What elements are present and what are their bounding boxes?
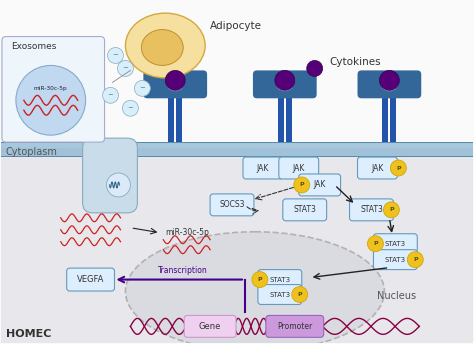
FancyBboxPatch shape <box>210 194 254 216</box>
Text: P: P <box>413 257 418 262</box>
Text: STAT3: STAT3 <box>293 205 316 214</box>
Ellipse shape <box>126 232 384 344</box>
FancyBboxPatch shape <box>386 71 421 98</box>
Text: Promoter: Promoter <box>277 322 312 331</box>
Text: P: P <box>257 277 262 282</box>
FancyBboxPatch shape <box>82 138 137 213</box>
Bar <box>1 142 473 156</box>
FancyBboxPatch shape <box>143 71 178 98</box>
FancyBboxPatch shape <box>374 250 417 270</box>
Bar <box>1 148 473 343</box>
Bar <box>383 92 388 142</box>
Bar <box>168 92 174 142</box>
FancyBboxPatch shape <box>258 284 302 304</box>
Circle shape <box>275 71 295 90</box>
Circle shape <box>122 100 138 116</box>
FancyBboxPatch shape <box>67 268 115 291</box>
Bar <box>391 92 396 142</box>
FancyBboxPatch shape <box>243 157 283 179</box>
Text: JAK: JAK <box>313 181 326 190</box>
Text: STAT3: STAT3 <box>269 291 291 298</box>
Text: Gene: Gene <box>199 322 221 331</box>
Circle shape <box>379 71 399 90</box>
FancyBboxPatch shape <box>2 36 105 142</box>
Circle shape <box>407 252 423 268</box>
FancyBboxPatch shape <box>266 315 324 337</box>
Text: P: P <box>389 207 394 212</box>
Circle shape <box>367 236 383 252</box>
Ellipse shape <box>141 30 183 65</box>
Circle shape <box>391 160 406 176</box>
Text: miR-30c-5p: miR-30c-5p <box>34 86 68 91</box>
Circle shape <box>108 47 123 63</box>
Text: STAT3: STAT3 <box>269 277 291 282</box>
Circle shape <box>118 61 133 76</box>
Text: SOCS3: SOCS3 <box>219 200 245 209</box>
Text: ~: ~ <box>139 85 146 92</box>
Text: JAK: JAK <box>292 163 305 173</box>
Text: ~: ~ <box>112 53 118 58</box>
Text: VEGFA: VEGFA <box>77 275 104 284</box>
FancyBboxPatch shape <box>374 234 417 254</box>
Text: STAT3: STAT3 <box>385 241 406 247</box>
FancyBboxPatch shape <box>349 199 393 221</box>
Text: ~: ~ <box>128 105 133 111</box>
Circle shape <box>135 80 150 96</box>
Circle shape <box>165 71 185 90</box>
Circle shape <box>252 272 268 288</box>
Circle shape <box>102 87 118 103</box>
Text: HOMEC: HOMEC <box>6 329 51 339</box>
Bar <box>176 92 182 142</box>
FancyBboxPatch shape <box>282 71 317 98</box>
FancyBboxPatch shape <box>279 157 319 179</box>
FancyBboxPatch shape <box>357 157 397 179</box>
Ellipse shape <box>166 77 184 91</box>
FancyBboxPatch shape <box>283 199 327 221</box>
FancyBboxPatch shape <box>172 71 207 98</box>
Ellipse shape <box>126 13 205 78</box>
Text: P: P <box>297 292 302 297</box>
Text: Cytoplasm: Cytoplasm <box>6 147 58 157</box>
Circle shape <box>107 173 130 197</box>
Circle shape <box>294 177 310 193</box>
Text: P: P <box>396 165 401 171</box>
Circle shape <box>383 202 399 218</box>
FancyBboxPatch shape <box>299 174 341 196</box>
Bar <box>286 92 292 142</box>
Ellipse shape <box>276 77 294 91</box>
Text: JAK: JAK <box>257 163 269 173</box>
FancyBboxPatch shape <box>184 315 236 337</box>
Text: miR-30c-5p: miR-30c-5p <box>165 228 209 237</box>
Text: ~: ~ <box>122 65 128 72</box>
Text: Transcription: Transcription <box>158 266 208 275</box>
Text: Nucleus: Nucleus <box>377 291 417 301</box>
Text: JAK: JAK <box>371 163 383 173</box>
FancyBboxPatch shape <box>357 71 392 98</box>
FancyBboxPatch shape <box>258 270 302 290</box>
Circle shape <box>292 287 308 302</box>
Text: STAT3: STAT3 <box>385 257 406 263</box>
Circle shape <box>16 65 86 135</box>
Text: Exosomes: Exosomes <box>11 42 56 51</box>
Text: P: P <box>373 241 378 246</box>
Text: Cytokines: Cytokines <box>329 57 381 67</box>
Ellipse shape <box>381 77 398 91</box>
FancyBboxPatch shape <box>253 71 288 98</box>
Text: ~: ~ <box>108 92 113 98</box>
Text: STAT3: STAT3 <box>360 205 383 214</box>
Text: Adipocyte: Adipocyte <box>210 21 262 31</box>
Circle shape <box>307 61 323 76</box>
Bar <box>278 92 284 142</box>
Text: P: P <box>300 182 304 187</box>
